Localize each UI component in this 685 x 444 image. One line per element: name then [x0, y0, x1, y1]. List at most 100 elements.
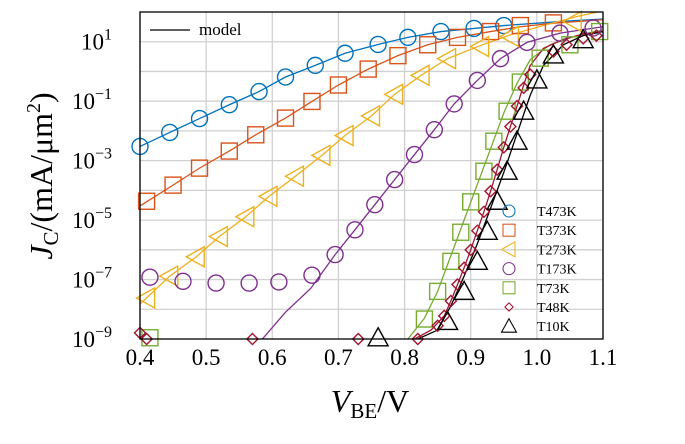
marker-t10k — [542, 43, 565, 64]
marker-t48k — [560, 38, 574, 52]
y-label-main: J — [23, 244, 59, 260]
y-tick-label: 10−9 — [72, 324, 112, 352]
y-tick-label: 101 — [81, 27, 112, 55]
marker-t48k — [245, 332, 259, 346]
marker-t73k — [531, 49, 549, 67]
marker-t48k — [140, 332, 154, 346]
marker-t73k — [452, 223, 470, 241]
legend-label-t473k: T473K — [537, 205, 577, 220]
marker-t173k — [326, 245, 344, 264]
y-tick-base: 10 — [72, 89, 95, 114]
marker-t10k — [512, 99, 535, 120]
marker-t373k — [164, 176, 182, 194]
marker-t373k — [137, 192, 156, 210]
marker-t173k — [405, 145, 424, 164]
marker-t173k — [551, 24, 569, 42]
legend-label-t48k: T48K — [537, 301, 570, 316]
x-tick-label: 0.8 — [390, 345, 419, 370]
x-label-main: V — [331, 383, 354, 419]
marker-t48k — [411, 332, 425, 346]
marker-t173k — [240, 274, 258, 292]
marker-t173k — [425, 120, 444, 139]
legend-marker-t273k — [500, 241, 516, 258]
marker-t48k — [546, 44, 560, 58]
marker-t473k — [276, 68, 295, 86]
model-line-t373k — [140, 19, 603, 207]
y-label-sub: C — [39, 231, 63, 245]
model-line-t48k — [414, 30, 603, 339]
marker-t273k — [561, 10, 582, 33]
legend: T473K T373K T273K T173K T73K T48K T10K — [500, 204, 577, 335]
marker-t48k — [589, 29, 603, 43]
x-tick-label: 1.1 — [589, 345, 618, 370]
marker-t273k — [360, 104, 381, 128]
model-line-t73k — [407, 29, 603, 339]
marker-t173k — [518, 33, 536, 52]
legend-marker-t48k — [504, 302, 514, 312]
marker-t73k — [475, 162, 493, 180]
model-line-t173k — [261, 26, 603, 339]
marker-t48k — [510, 99, 524, 113]
marker-t10k — [476, 219, 499, 240]
marker-t273k — [469, 35, 490, 58]
marker-t373k — [220, 142, 238, 160]
x-label-sub: BE — [350, 399, 377, 423]
marker-t373k — [544, 14, 563, 32]
y-label-sup: 2 — [23, 103, 45, 113]
plot-frame — [139, 11, 604, 340]
marker-t73k — [428, 282, 447, 301]
marker-t173k — [366, 195, 384, 214]
marker-t10k — [436, 309, 459, 331]
marker-t48k — [477, 205, 491, 219]
legend-marker-t73k — [502, 281, 516, 295]
marker-t48k — [497, 140, 511, 154]
marker-t173k — [141, 268, 159, 286]
y-axis-label: JC/(mA/μm2) — [23, 92, 63, 259]
x-axis-label: VBE/V — [331, 383, 409, 423]
x-tick-label: 0.4 — [126, 345, 155, 370]
model-line-t473k — [140, 18, 603, 148]
y-tick-exp: −5 — [95, 205, 112, 222]
marker-t173k — [584, 19, 602, 37]
marker-t273k — [409, 64, 430, 87]
x-tick-label: 0.9 — [456, 345, 485, 370]
marker-t173k — [174, 272, 192, 291]
marker-t10k — [466, 249, 489, 271]
marker-t373k — [303, 92, 321, 111]
marker-t373k — [389, 46, 407, 65]
marker-t73k — [462, 193, 480, 211]
marker-t10k — [495, 159, 519, 180]
legend-label-t273k: T273K — [537, 243, 577, 258]
y-tick-label: 10−5 — [72, 205, 112, 233]
legend-marker-t173k — [502, 262, 516, 276]
marker-t273k — [436, 47, 457, 70]
marker-t173k — [270, 273, 288, 291]
marker-t10k — [366, 326, 390, 347]
model-legend: model — [150, 20, 242, 39]
marker-t473k — [336, 44, 354, 62]
marker-t373k — [448, 28, 467, 47]
marker-t373k — [247, 126, 265, 144]
marker-t273k — [184, 245, 205, 269]
marker-t48k — [523, 68, 537, 82]
model-legend-label: model — [199, 20, 242, 39]
marker-t473k — [250, 82, 268, 101]
marker-t273k — [498, 25, 520, 48]
marker-t10k — [485, 189, 509, 210]
marker-t373k — [276, 109, 295, 127]
y-label-close: ) — [23, 92, 59, 103]
y-tick-exp: 1 — [104, 27, 112, 44]
legend-label-t373k: T373K — [537, 224, 577, 239]
marker-t473k — [399, 28, 417, 47]
marker-t273k — [310, 144, 331, 167]
marker-t173k — [303, 266, 321, 284]
marker-t173k — [445, 95, 463, 113]
marker-t48k — [437, 309, 451, 323]
marker-t48k — [503, 120, 517, 134]
y-tick-exp: −7 — [95, 265, 112, 282]
marker-t73k — [485, 132, 503, 150]
y-tick-base: 10 — [72, 268, 95, 293]
x-tick-label: 1.0 — [522, 345, 551, 370]
